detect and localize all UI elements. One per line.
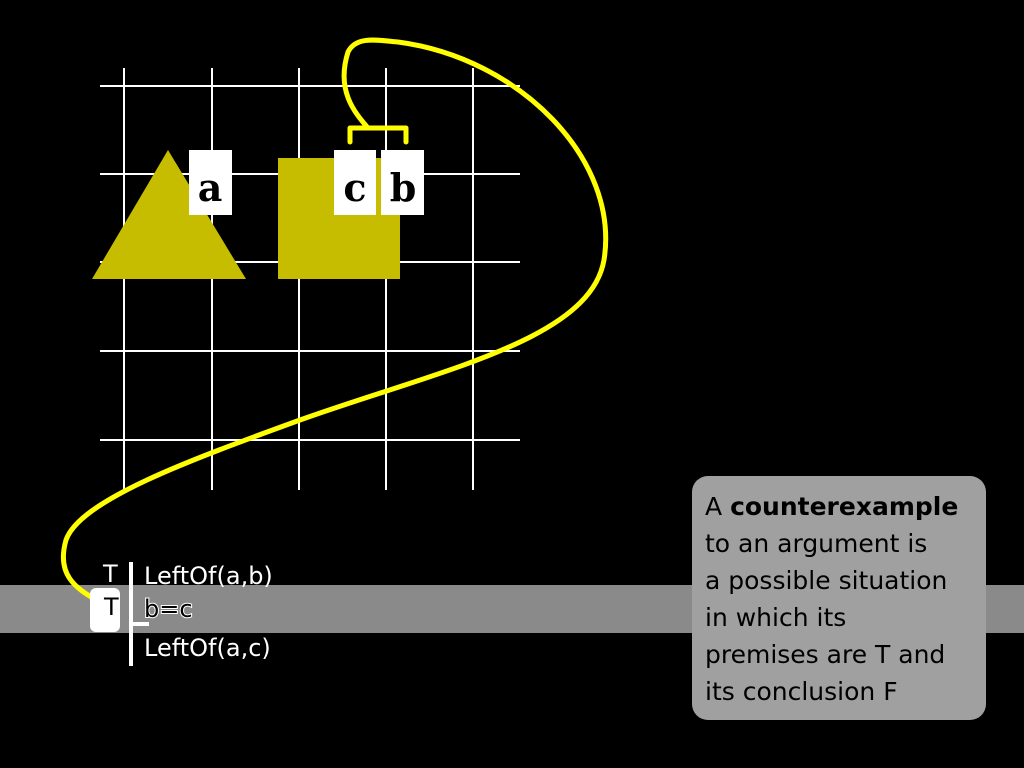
label-c: c xyxy=(343,165,366,210)
callout-line-2: to an argument is xyxy=(705,529,928,558)
fitch-bar-tick xyxy=(129,622,149,626)
label-b: b xyxy=(390,165,417,210)
label-a: a xyxy=(198,165,223,210)
callout-line-4: in which its xyxy=(705,603,847,632)
label-c-box xyxy=(334,150,376,215)
callout-line-1: A counterexample xyxy=(705,492,959,521)
definition-callout: A counterexample to an argument is a pos… xyxy=(692,476,986,720)
label-a-box xyxy=(189,150,232,215)
label-b-box xyxy=(381,150,424,215)
connector-line xyxy=(60,37,609,603)
term-counterexample: counterexample xyxy=(730,492,959,521)
conclusion: LeftOf(a,c) xyxy=(144,634,271,662)
callout-line-5: premises are T and xyxy=(705,640,946,669)
premise2-truth-box xyxy=(90,588,120,632)
premise2-truth-value: T xyxy=(104,593,119,621)
callout-line-3: a possible situation xyxy=(705,566,948,595)
premise1-truth-value: T xyxy=(103,560,118,588)
fitch-bar xyxy=(129,562,133,666)
callout-line-6: its conclusion F xyxy=(705,677,898,706)
premise2: b=c xyxy=(143,595,194,623)
triangle-a xyxy=(92,150,246,279)
premise1: LeftOf(a,b) xyxy=(144,562,273,590)
